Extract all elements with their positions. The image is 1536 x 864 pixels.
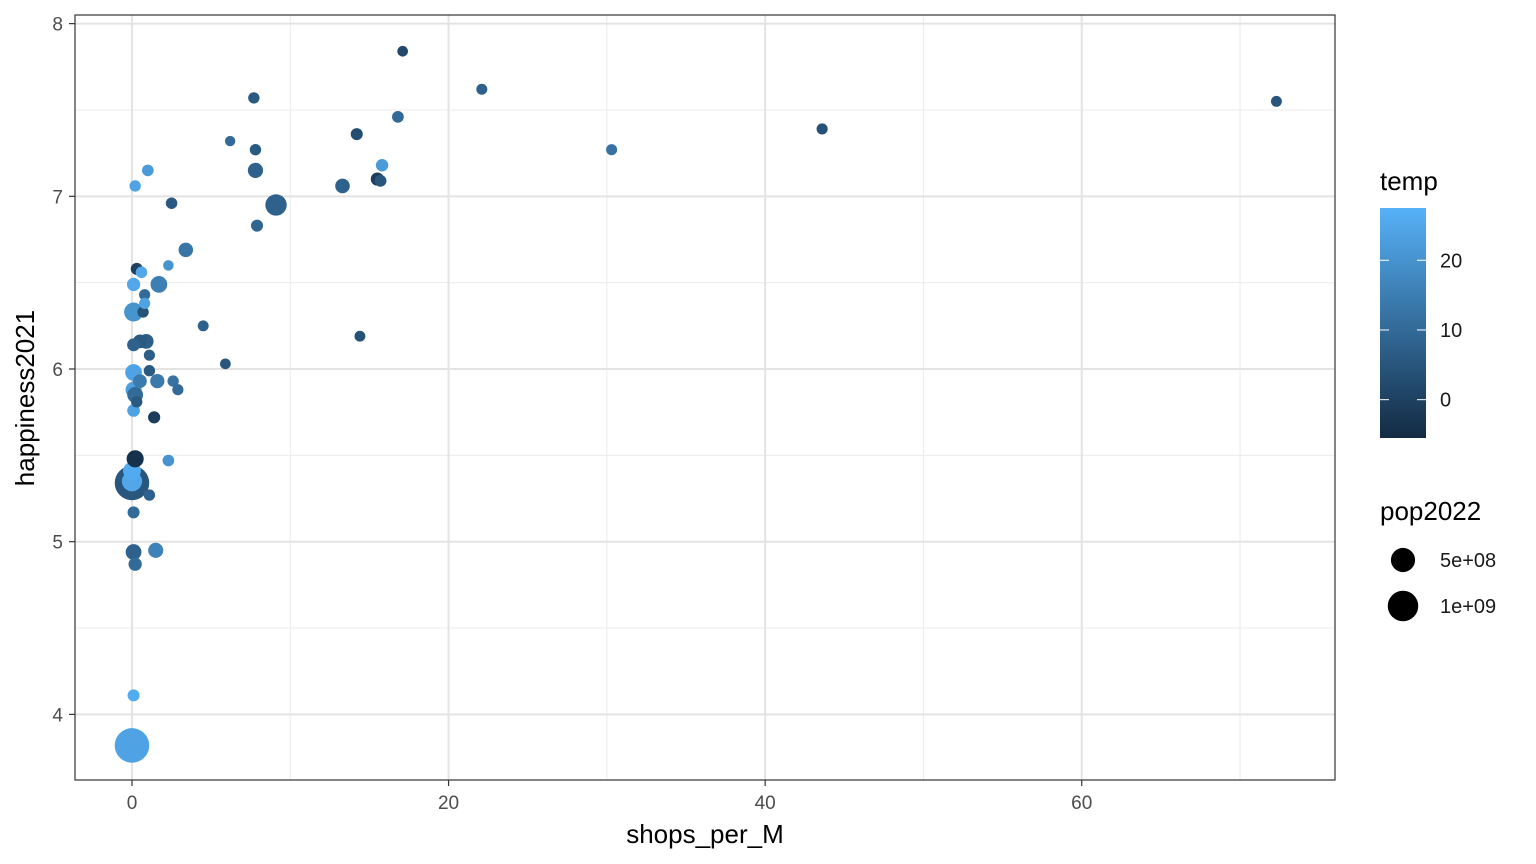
data-point <box>1270 95 1282 107</box>
x-axis: 0 20 40 60 <box>127 780 1092 814</box>
y-tick-label: 7 <box>52 187 63 208</box>
size-legend-title: pop2022 <box>1380 496 1481 526</box>
data-point <box>392 110 404 123</box>
data-point <box>197 320 209 332</box>
size-legend-key <box>1387 590 1419 622</box>
data-point <box>148 542 164 558</box>
x-tick-label: 40 <box>755 793 776 814</box>
data-point <box>114 728 150 763</box>
data-point <box>476 83 488 95</box>
data-point <box>132 374 147 388</box>
size-legend: pop2022 5e+08 1e+09 <box>1380 496 1496 622</box>
size-legend-keys: 5e+08 1e+09 <box>1387 547 1496 622</box>
data-point <box>128 557 142 571</box>
data-point <box>167 375 179 387</box>
x-tick-label: 60 <box>1071 793 1092 814</box>
color-legend-title: temp <box>1380 166 1438 196</box>
data-point <box>127 689 140 702</box>
y-axis-title: happiness2021 <box>10 310 40 486</box>
data-point <box>606 144 618 156</box>
data-point <box>127 338 141 352</box>
data-point <box>135 266 148 279</box>
data-point <box>335 178 350 194</box>
panel-border <box>74 14 1336 781</box>
data-point <box>247 162 264 179</box>
color-legend-label: 20 <box>1440 250 1462 272</box>
minor-gridlines <box>75 15 1335 780</box>
data-point <box>141 164 154 177</box>
size-legend-label: 1e+09 <box>1440 596 1496 618</box>
data-point <box>224 135 236 147</box>
data-point <box>265 194 287 216</box>
y-tick-label: 8 <box>52 15 63 36</box>
data-points <box>114 45 1282 763</box>
data-point <box>139 289 151 301</box>
data-point <box>375 159 389 172</box>
y-tick-label: 4 <box>52 705 63 726</box>
data-point <box>251 219 264 232</box>
data-point <box>143 489 156 501</box>
y-tick-label: 5 <box>52 533 63 554</box>
color-legend-label: 0 <box>1440 390 1451 412</box>
size-legend-label: 5e+08 <box>1440 550 1496 572</box>
color-legend: temp 20 10 0 <box>1380 166 1462 438</box>
color-legend-label: 10 <box>1440 320 1462 342</box>
x-axis-title: shops_per_M <box>626 819 784 849</box>
data-point <box>124 302 144 322</box>
data-point <box>143 365 156 377</box>
data-point <box>220 358 231 370</box>
data-point <box>374 174 387 187</box>
data-point <box>816 123 828 135</box>
data-point <box>350 128 363 141</box>
color-legend-ticks: 20 10 0 <box>1380 250 1462 412</box>
major-gridlines <box>75 15 1335 780</box>
data-point <box>139 297 151 309</box>
data-point <box>131 396 143 408</box>
data-point <box>125 544 142 560</box>
x-tick-label: 20 <box>438 793 459 814</box>
data-point <box>127 506 140 519</box>
panel-background <box>75 15 1335 780</box>
data-point <box>143 349 155 361</box>
data-point <box>165 197 178 209</box>
plot-panel <box>74 14 1336 781</box>
data-point <box>397 45 408 57</box>
color-legend-bar <box>1380 208 1426 438</box>
data-point <box>162 454 175 467</box>
data-point <box>126 450 144 468</box>
data-point <box>354 330 366 342</box>
data-point <box>178 242 194 258</box>
data-point <box>126 277 141 292</box>
data-point <box>172 384 184 396</box>
y-axis: 4 5 6 7 8 <box>52 15 75 726</box>
data-point <box>137 306 149 318</box>
data-point <box>150 276 168 293</box>
data-point <box>249 144 262 156</box>
size-legend-key <box>1390 547 1416 573</box>
data-point <box>248 92 260 104</box>
x-tick-label: 0 <box>127 793 138 814</box>
data-point <box>150 373 165 389</box>
y-tick-label: 6 <box>52 360 63 381</box>
data-point <box>163 260 174 271</box>
data-point <box>129 180 141 192</box>
data-point <box>148 411 161 424</box>
